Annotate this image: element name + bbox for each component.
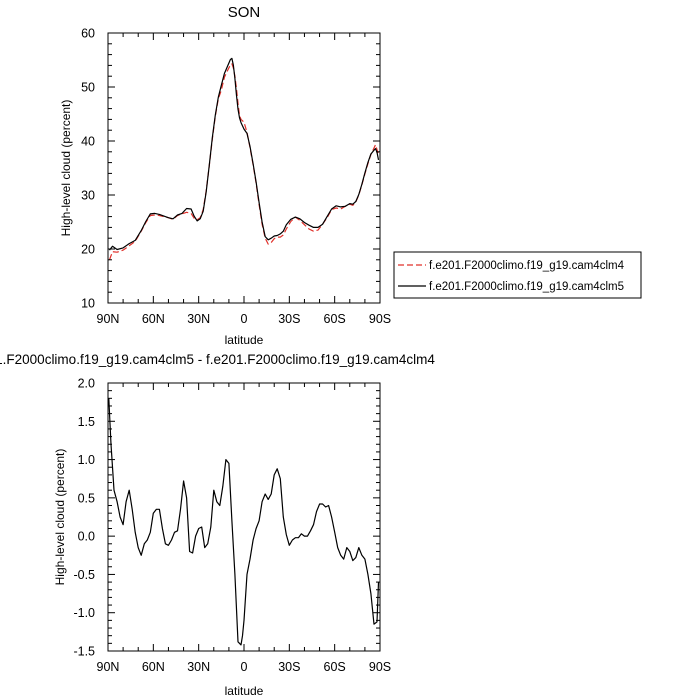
legend-box <box>393 251 642 299</box>
bottom-series-group <box>108 398 380 646</box>
y-tick-label-0-5: 60 <box>81 27 95 41</box>
x-tick-label-0-1: 60N <box>142 312 165 326</box>
x-tick-label-1-2: 30N <box>187 660 210 674</box>
bottom-x-axis-label: latitude <box>225 684 264 698</box>
y-tick-label-1-4: 0.5 <box>78 491 95 505</box>
bottom-tick-labels-group: 90N 60N 30N 0 30S 60S 90S -1.5 -1.0 -0.5 0.0 0.5 1.0… <box>73 377 391 675</box>
bottom-ticks-group <box>107 382 381 652</box>
x-tick-label-1-1: 60N <box>142 660 165 674</box>
bottom-panel: f.e201.F2000climo.f19_g19.cam4clm5 - f.e… <box>0 352 435 698</box>
top-ticks-group <box>107 32 381 304</box>
top-tick-labels-group: 90N 60N 30N 0 30S 60S 90S 10 20 30 40 50 60 <box>81 27 391 327</box>
series-line-0-0 <box>108 63 380 261</box>
x-tick-label-1-3: 0 <box>241 660 248 674</box>
top-plot-frame <box>107 32 381 304</box>
x-tick-label-0-5: 60S <box>324 312 346 326</box>
series-line-1-0 <box>108 398 380 646</box>
top-series-group <box>108 57 380 261</box>
x-tick-label-0-6: 90S <box>369 312 391 326</box>
bottom-chart-title: f.e201.F2000climo.f19_g19.cam4clm5 - f.e… <box>0 352 435 367</box>
bottom-y-axis-label: High-level cloud (percent) <box>53 449 67 586</box>
y-tick-label-1-3: 0.0 <box>78 530 95 544</box>
top-panel: SON latitude High-level cloud (percent) … <box>59 4 391 347</box>
y-tick-label-1-5: 1.0 <box>78 453 95 467</box>
series-line-0-1 <box>109 57 380 251</box>
x-tick-label-1-5: 60S <box>324 660 346 674</box>
top-chart-title: SON <box>228 4 261 21</box>
y-tick-label-0-2: 30 <box>81 189 95 203</box>
x-tick-label-1-4: 30S <box>278 660 300 674</box>
y-tick-label-1-7: 2.0 <box>78 377 95 391</box>
y-tick-label-0-3: 40 <box>81 135 95 149</box>
top-x-axis-label: latitude <box>225 333 264 347</box>
x-tick-label-1-6: 90S <box>369 660 391 674</box>
y-tick-label-1-6: 1.5 <box>78 415 95 429</box>
legend-label-cam4clm5: f.e201.F2000climo.f19_g19.cam4clm5 <box>429 281 624 293</box>
legend: f.e201.F2000climo.f19_g19.cam4clm4 f.e20… <box>393 251 642 299</box>
x-tick-label-0-0: 90N <box>97 312 120 326</box>
y-tick-label-1-0: -1.5 <box>73 645 95 659</box>
x-tick-label-1-0: 90N <box>97 660 120 674</box>
top-y-axis-label: High-level cloud (percent) <box>59 100 73 237</box>
bottom-plot-frame <box>107 382 381 652</box>
legend-label-cam4clm4: f.e201.F2000climo.f19_g19.cam4clm4 <box>429 260 625 272</box>
x-tick-label-0-4: 30S <box>278 312 300 326</box>
x-tick-label-0-2: 30N <box>187 312 210 326</box>
y-tick-label-1-1: -1.0 <box>73 606 95 620</box>
y-tick-label-0-1: 20 <box>81 243 95 257</box>
y-tick-label-0-0: 10 <box>81 297 95 311</box>
x-tick-label-0-3: 0 <box>241 312 248 326</box>
y-tick-label-0-4: 50 <box>81 81 95 95</box>
y-tick-label-1-2: -0.5 <box>73 568 95 582</box>
